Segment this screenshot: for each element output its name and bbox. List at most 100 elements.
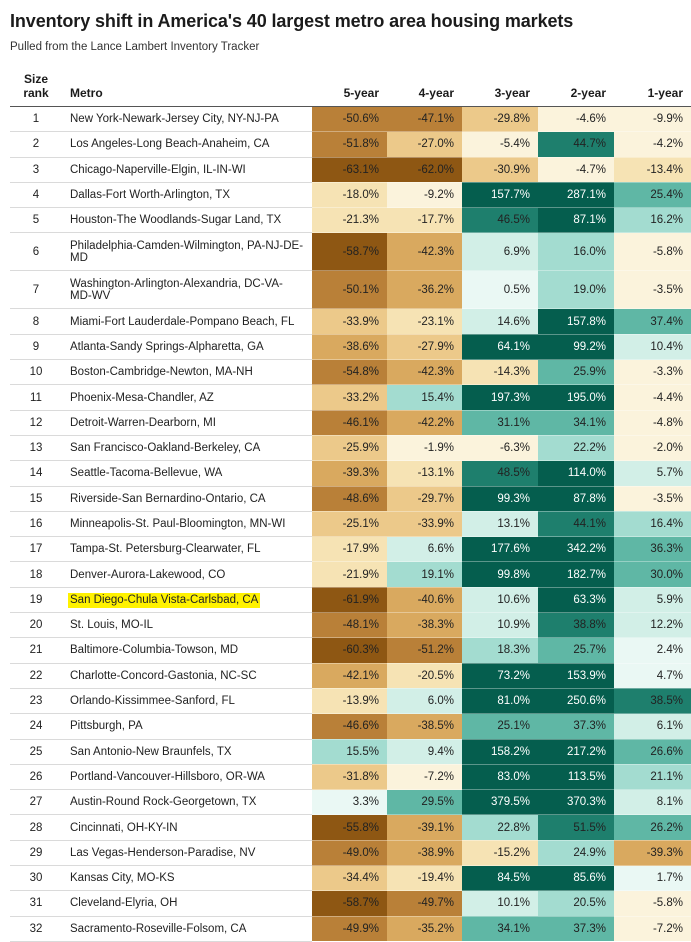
table-row: 15 Riverside-San Bernardino-Ontario, CA -4… [10,486,691,512]
value-cell-3-year: 158.2% [462,739,538,765]
value-cell-3-year: 22.8% [462,814,538,841]
value-cell-4-year: -19.4% [387,865,462,892]
value-cell-3-year: -14.3% [462,359,538,386]
value-cell-5-year: -46.6% [312,713,387,740]
value-cell-1-year: 21.1% [614,764,691,791]
col-header-3-year: 3-year [462,72,538,107]
chart-subtitle: Pulled from the Lance Lambert Inventory … [10,41,260,53]
value-cell-5-year: -60.3% [312,637,387,664]
table-row: 16 Minneapolis-St. Paul-Bloomington, MN-W… [10,511,691,538]
value-cell-1-year: 2.4% [614,637,691,664]
value-cell-1-year: -7.2% [614,916,691,942]
size-rank-cell: 22 [10,663,62,689]
metro-cell: Tampa-St. Petersburg-Clearwater, FL [62,536,312,563]
value-cell-5-year: -58.7% [312,232,387,272]
metro-cell: Atlanta-Sandy Springs-Alpharetta, GA [62,334,312,361]
size-rank-cell: 30 [10,865,62,892]
table-row: 30 Kansas City, MO-KS -34.4% -19.4% 84.5% 85.… [10,865,691,892]
value-cell-1-year: -5.8% [614,890,691,917]
value-cell-5-year: -51.8% [312,131,387,158]
metro-cell: Miami-Fort Lauderdale-Pompano Beach, FL [62,308,312,335]
metro-cell: Portland-Vancouver-Hillsboro, OR-WA [62,764,312,791]
metro-cell: Cleveland-Elyria, OH [62,890,312,917]
metro-cell: Detroit-Warren-Dearborn, MI [62,410,312,436]
value-cell-4-year: -9.2% [387,182,462,209]
value-cell-5-year: -55.8% [312,814,387,841]
value-cell-4-year: 9.4% [387,739,462,765]
size-rank-cell: 7 [10,270,62,310]
value-cell-2-year: -4.6% [538,106,614,133]
size-rank-label: Size rank [23,72,49,100]
value-cell-1-year: 16.4% [614,511,691,538]
size-rank-cell: 1 [10,106,62,133]
col-header-4-year: 4-year [387,72,462,107]
value-cell-5-year: -33.9% [312,308,387,335]
table-row: 26 Portland-Vancouver-Hillsboro, OR-WA -31… [10,764,691,791]
metro-cell: Denver-Aurora-Lakewood, CO [62,561,312,588]
metro-cell: San Diego-Chula Vista-Carlsbad, CA [62,587,312,614]
value-cell-1-year: -9.9% [614,106,691,133]
value-cell-1-year: 16.2% [614,207,691,234]
value-cell-4-year: 6.6% [387,536,462,563]
value-cell-3-year: -15.2% [462,840,538,867]
table-row: 29 Las Vegas-Henderson-Paradise, NV -49.0%… [10,840,691,867]
value-cell-1-year: -13.4% [614,157,691,183]
size-rank-cell: 31 [10,890,62,917]
value-cell-4-year: -17.7% [387,207,462,234]
value-cell-5-year: -63.1% [312,157,387,183]
size-rank-cell: 19 [10,587,62,614]
value-cell-3-year: 10.1% [462,890,538,917]
value-cell-1-year: -4.2% [614,131,691,158]
value-cell-4-year: -51.2% [387,637,462,664]
size-rank-cell: 20 [10,612,62,639]
value-cell-4-year: -35.2% [387,916,462,942]
value-cell-4-year: -27.9% [387,334,462,361]
value-cell-3-year: 25.1% [462,713,538,740]
value-cell-3-year: 10.9% [462,612,538,639]
value-cell-4-year: -7.2% [387,764,462,791]
value-cell-2-year: 22.2% [538,435,614,462]
value-cell-1-year: 8.1% [614,789,691,816]
metro-cell: Boston-Cambridge-Newton, MA-NH [62,359,312,386]
table-row: 23 Orlando-Kissimmee-Sanford, FL -13.9% 6.0… [10,688,691,715]
value-cell-2-year: 195.0% [538,384,614,411]
value-cell-2-year: 25.7% [538,637,614,664]
table-row: 8 Miami-Fort Lauderdale-Pompano Beach, FL… [10,308,691,335]
table-row: 17 Tampa-St. Petersburg-Clearwater, FL -17… [10,536,691,563]
value-cell-1-year: -3.5% [614,270,691,310]
value-cell-3-year: -5.4% [462,131,538,158]
value-cell-2-year: 99.2% [538,334,614,361]
value-cell-2-year: 182.7% [538,561,614,588]
metro-cell: Pittsburgh, PA [62,713,312,740]
value-cell-1-year: 36.3% [614,536,691,563]
size-rank-cell: 17 [10,536,62,563]
value-cell-3-year: 31.1% [462,410,538,436]
value-cell-3-year: 99.3% [462,486,538,512]
value-cell-4-year: -1.9% [387,435,462,462]
value-cell-4-year: -38.3% [387,612,462,639]
value-cell-4-year: -36.2% [387,270,462,310]
value-cell-1-year: -4.8% [614,410,691,436]
chart-title: Inventory shift in America's 40 largest … [10,11,574,31]
highlighted-metro-label: San Diego-Chula Vista-Carlsbad, CA [68,592,261,608]
value-cell-3-year: 64.1% [462,334,538,361]
value-cell-1-year: 10.4% [614,334,691,361]
metro-cell: Cincinnati, OH-KY-IN [62,814,312,841]
value-cell-3-year: 14.6% [462,308,538,335]
value-cell-5-year: 3.3% [312,789,387,816]
value-cell-5-year: -39.3% [312,460,387,487]
metro-cell: Minneapolis-St. Paul-Bloomington, MN-WI [62,511,312,538]
value-cell-5-year: -25.9% [312,435,387,462]
table-row: 25 San Antonio-New Braunfels, TX 15.5% 9.4%… [10,739,691,765]
value-cell-5-year: 15.5% [312,739,387,765]
value-cell-4-year: -62.0% [387,157,462,183]
value-cell-3-year: 48.5% [462,460,538,487]
value-cell-3-year: 46.5% [462,207,538,234]
table-row: 6 Philadelphia-Camden-Wilmington, PA-NJ-D… [10,232,691,272]
value-cell-1-year: 26.6% [614,739,691,765]
value-cell-3-year: 6.9% [462,232,538,272]
size-rank-cell: 32 [10,916,62,942]
table-row: 10 Boston-Cambridge-Newton, MA-NH -54.8% -4… [10,359,691,386]
value-cell-4-year: -38.5% [387,713,462,740]
value-cell-1-year: 12.2% [614,612,691,639]
